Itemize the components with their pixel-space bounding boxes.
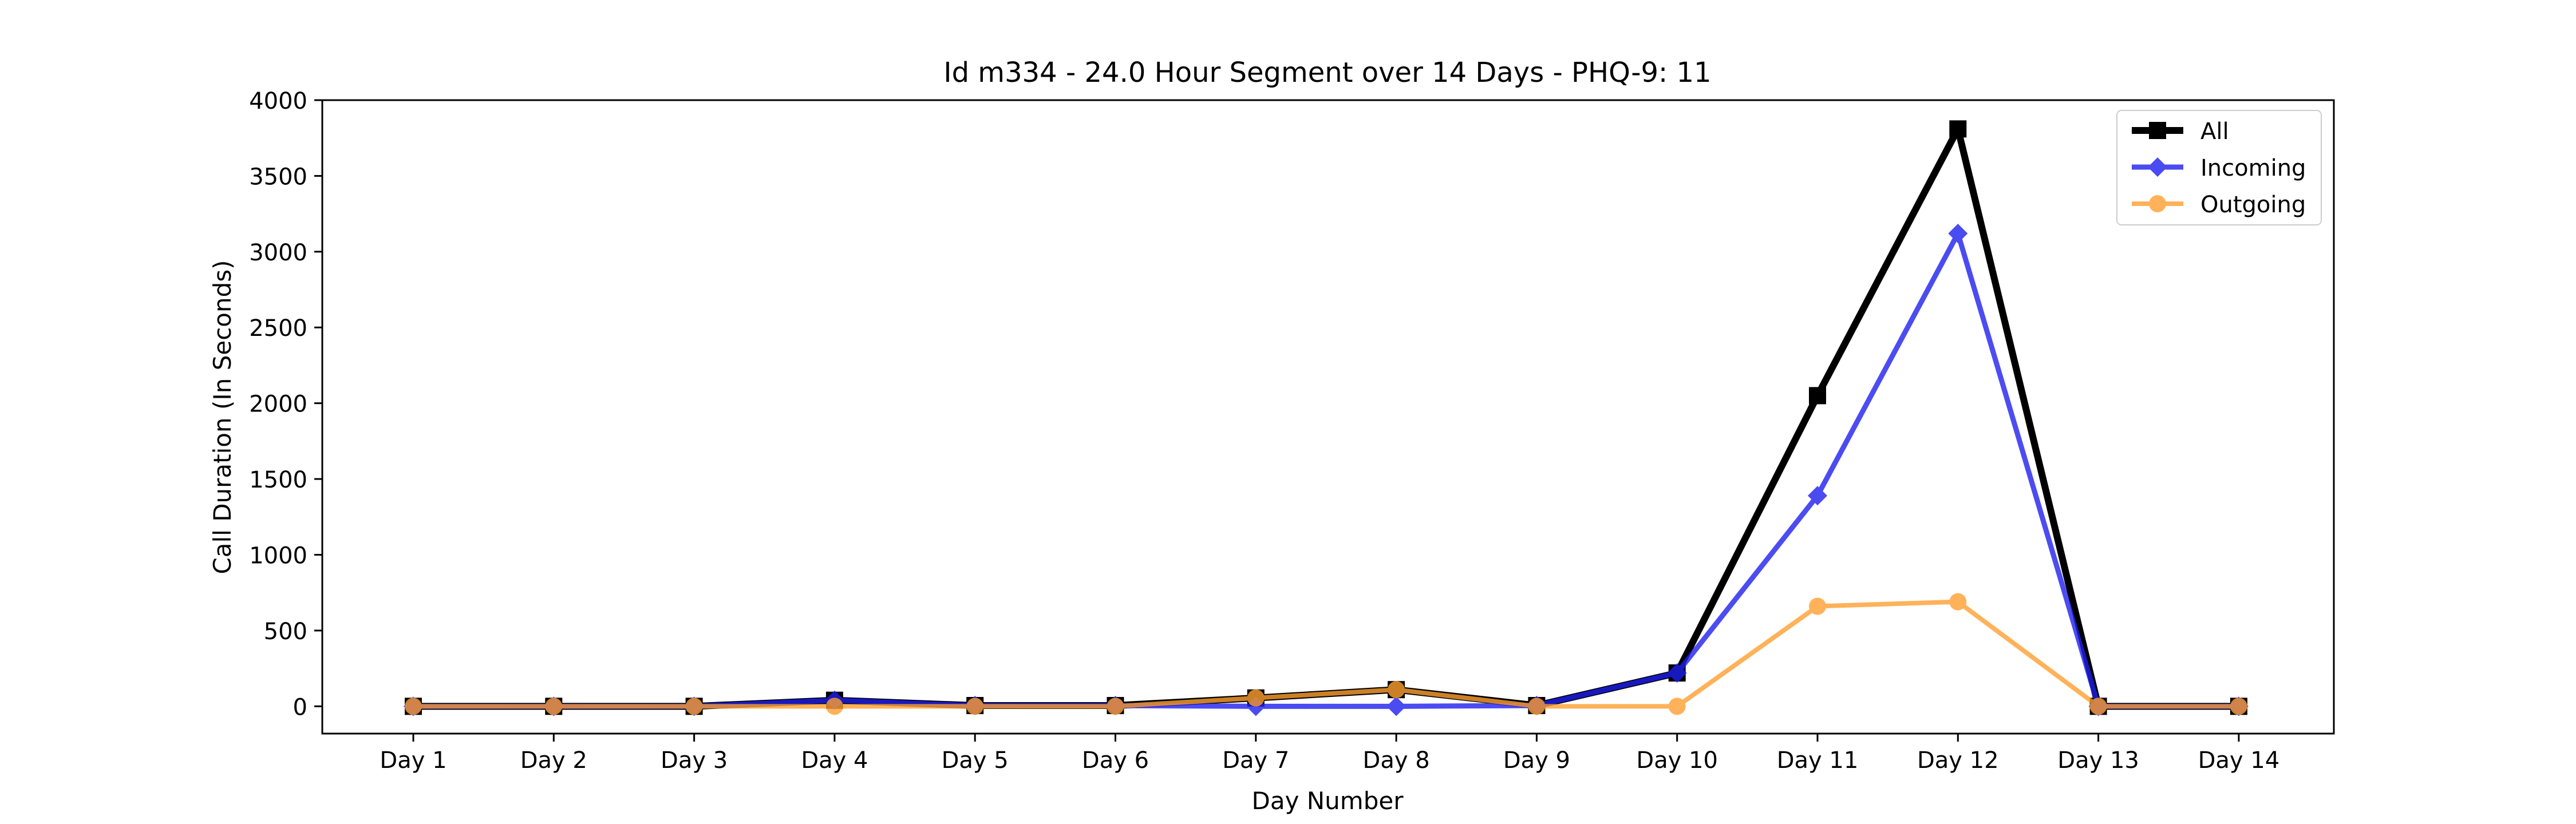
x-tick-label: Day 9 xyxy=(1503,747,1570,774)
legend-label-outgoing: Outgoing xyxy=(2200,192,2306,218)
data-point-all xyxy=(1949,120,1967,138)
data-point-outgoing xyxy=(825,698,843,715)
data-point-outgoing xyxy=(1528,698,1546,715)
series-line-outgoing xyxy=(413,599,2239,709)
series-line-incoming xyxy=(413,231,2239,709)
x-tick-label: Day 10 xyxy=(1636,747,1718,774)
y-tick-label: 500 xyxy=(264,619,307,645)
legend-swatch-incoming xyxy=(2132,157,2183,177)
y-axis: 0 500 1000 1500 2000 2500 3000 3500 4000 xyxy=(249,88,322,720)
legend-swatch-outgoing xyxy=(2132,195,2183,212)
plot-frame xyxy=(321,99,2335,735)
series-all xyxy=(405,120,2247,715)
legend: All Incoming Outgoing xyxy=(2116,110,2322,225)
data-point-incoming xyxy=(1386,696,1406,716)
x-tick-label: Day 11 xyxy=(1777,747,1859,774)
x-tick-label: Day 2 xyxy=(520,747,587,774)
data-point-incoming xyxy=(1667,663,1687,683)
data-point-outgoing xyxy=(2089,698,2107,715)
series-incoming xyxy=(404,224,2249,716)
x-tick-label: Day 8 xyxy=(1363,747,1430,774)
y-tick-label: 3500 xyxy=(249,164,307,190)
x-tick-label: Day 7 xyxy=(1222,747,1289,774)
data-point-outgoing xyxy=(1107,698,1124,715)
x-tick-label: Day 3 xyxy=(661,747,728,774)
y-tick-label: 1500 xyxy=(249,467,307,493)
data-point-outgoing xyxy=(685,698,703,715)
legend-swatch-all xyxy=(2132,122,2183,139)
data-point-incoming xyxy=(1808,486,1827,506)
y-tick-label: 2000 xyxy=(249,391,307,418)
y-tick-label: 1000 xyxy=(249,542,307,569)
x-tick-label: Day 4 xyxy=(801,747,868,774)
x-tick-label: Day 6 xyxy=(1082,747,1149,774)
legend-label-incoming: Incoming xyxy=(2200,155,2306,181)
data-point-outgoing xyxy=(1388,681,1405,699)
x-axis: Day 1 Day 2 Day 3 Day 4 Day 5 Day 6 Day 7 Day 8… xyxy=(380,734,2279,774)
legend-marker xyxy=(2149,122,2166,139)
data-point-all xyxy=(1809,387,1826,405)
y-tick-label: 0 xyxy=(293,694,307,720)
data-point-outgoing xyxy=(1668,698,1686,715)
data-point-outgoing xyxy=(2230,698,2247,715)
x-tick-label: Day 14 xyxy=(2198,747,2280,774)
data-point-outgoing xyxy=(966,698,984,715)
data-point-outgoing xyxy=(1949,593,1967,611)
x-tick-label: Day 5 xyxy=(942,747,1009,774)
x-tick-label: Day 1 xyxy=(380,747,447,774)
y-axis-label: Call Duration (In Seconds) xyxy=(208,260,236,574)
x-tick-label: Day 13 xyxy=(2057,747,2139,774)
legend-label-all: All xyxy=(2200,118,2229,145)
legend-marker xyxy=(2149,195,2166,212)
data-point-outgoing xyxy=(1247,689,1265,707)
series-outgoing xyxy=(405,593,2247,715)
y-tick-label: 3000 xyxy=(249,240,307,266)
y-tick-label: 4000 xyxy=(249,88,307,114)
legend-marker xyxy=(2148,157,2167,177)
series-line-all xyxy=(413,125,2239,710)
series-layer xyxy=(404,120,2249,716)
data-point-outgoing xyxy=(545,698,563,715)
data-point-outgoing xyxy=(405,698,422,715)
data-point-outgoing xyxy=(1809,597,1826,615)
data-point-incoming xyxy=(1948,224,1968,244)
legend-box xyxy=(2116,110,2322,225)
x-tick-label: Day 12 xyxy=(1917,747,1999,774)
x-axis-label: Day Number xyxy=(1251,787,1404,815)
y-tick-label: 2500 xyxy=(249,315,307,342)
chart-title: Id m334 - 24.0 Hour Segment over 14 Days… xyxy=(943,57,1711,89)
legend-items: All Incoming Outgoing xyxy=(2132,118,2306,218)
